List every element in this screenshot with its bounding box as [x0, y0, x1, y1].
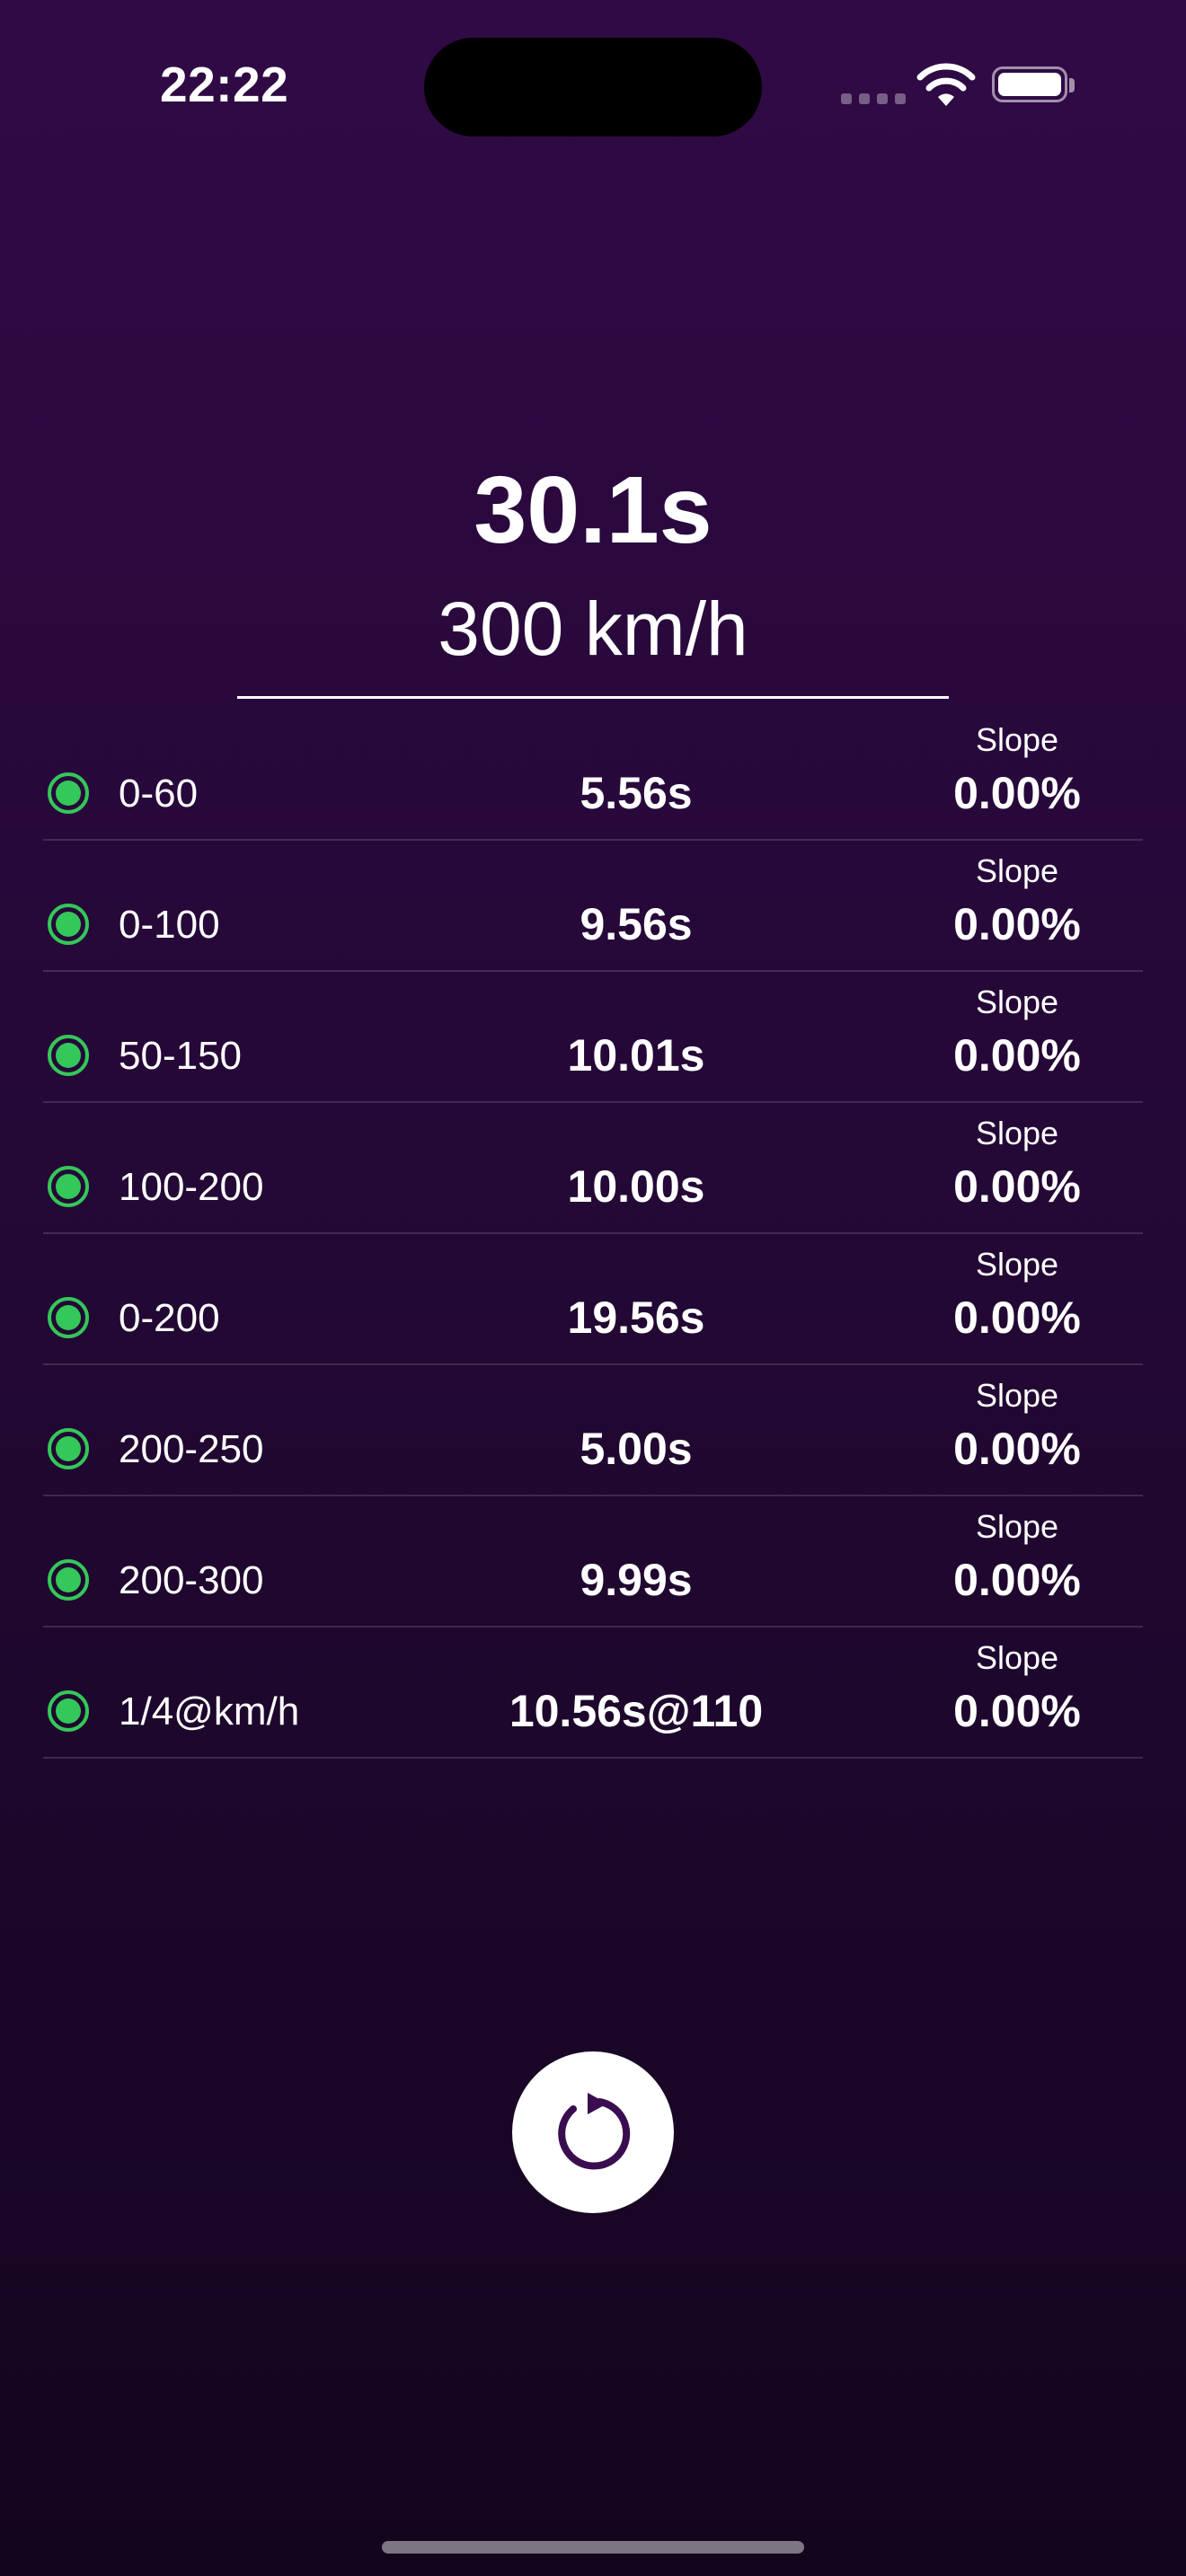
time-value: 5.00s: [580, 1424, 693, 1474]
time-value: 10.00s: [567, 1161, 705, 1212]
slope-label: Slope: [975, 1377, 1059, 1414]
slope-value: 0.00%: [953, 1555, 1081, 1605]
battery-icon: [992, 66, 1067, 102]
range-label: 0-100: [119, 903, 220, 947]
result-row: 100-200 10.00s Slope 0.00%: [43, 1103, 1143, 1234]
time-value: 10.56s@110: [509, 1686, 764, 1736]
battery-tip: [1069, 78, 1075, 93]
range-label: 0-60: [119, 772, 199, 816]
range-label: 0-200: [119, 1296, 220, 1340]
slope-value: 0.00%: [953, 1424, 1081, 1474]
slope-label: Slope: [975, 1115, 1059, 1151]
status-indicator-icon: [48, 772, 89, 814]
time-value: 5.56s: [580, 768, 693, 818]
range-label: 100-200: [119, 1165, 264, 1209]
status-indicator-icon: [48, 1559, 89, 1601]
result-row: 0-60 5.56s Slope 0.00%: [43, 710, 1143, 841]
time-value: 19.56s: [567, 1292, 705, 1343]
range-label: 50-150: [119, 1034, 243, 1078]
time-value: 10.01s: [567, 1030, 705, 1081]
status-indicator-icon: [48, 1297, 89, 1338]
status-bar-time: 22:22: [160, 57, 289, 112]
slope-label: Slope: [975, 852, 1059, 889]
status-indicator-icon: [48, 1035, 89, 1076]
result-row: 50-150 10.01s Slope 0.00%: [43, 972, 1143, 1103]
battery-level: [998, 73, 1061, 96]
status-indicator-icon: [48, 1428, 89, 1469]
time-value: 9.56s: [580, 899, 693, 949]
status-indicator-icon: [48, 1690, 89, 1732]
slope-value: 0.00%: [953, 1292, 1081, 1343]
status-indicator-icon: [48, 1166, 89, 1207]
results-list: 0-60 5.56s Slope 0.00% 0-100 9.56s Slope…: [43, 710, 1143, 1759]
result-row: 0-100 9.56s Slope 0.00%: [43, 841, 1143, 972]
top-speed: 300 km/h: [438, 587, 748, 671]
slope-value: 0.00%: [953, 1686, 1081, 1736]
slope-label: Slope: [975, 721, 1059, 758]
slope-value: 0.00%: [953, 1030, 1081, 1081]
result-row: 200-300 9.99s Slope 0.00%: [43, 1496, 1143, 1628]
time-value: 9.99s: [580, 1555, 693, 1605]
home-indicator[interactable]: [382, 2541, 804, 2554]
slope-value: 0.00%: [953, 768, 1081, 818]
slope-value: 0.00%: [953, 1161, 1081, 1212]
slope-label: Slope: [975, 984, 1059, 1020]
result-row: 1/4@km/h 10.56s@110 Slope 0.00%: [43, 1628, 1143, 1759]
dynamic-island: [424, 38, 762, 137]
result-row: 200-250 5.00s Slope 0.00%: [43, 1365, 1143, 1496]
slope-label: Slope: [975, 1639, 1059, 1676]
result-row: 0-200 19.56s Slope 0.00%: [43, 1234, 1143, 1365]
slope-value: 0.00%: [953, 899, 1081, 949]
total-time: 30.1s: [474, 457, 712, 563]
cellular-signal-icon: [841, 93, 906, 104]
status-indicator-icon: [48, 904, 89, 945]
range-label: 200-250: [119, 1427, 264, 1471]
slope-label: Slope: [975, 1508, 1059, 1545]
reset-button[interactable]: [512, 2051, 674, 2213]
summary-divider: [237, 696, 949, 699]
reset-icon: [558, 2093, 631, 2170]
range-label: 1/4@km/h: [119, 1689, 300, 1734]
range-label: 200-300: [119, 1558, 264, 1602]
wifi-icon: [916, 63, 976, 106]
slope-label: Slope: [975, 1246, 1059, 1283]
